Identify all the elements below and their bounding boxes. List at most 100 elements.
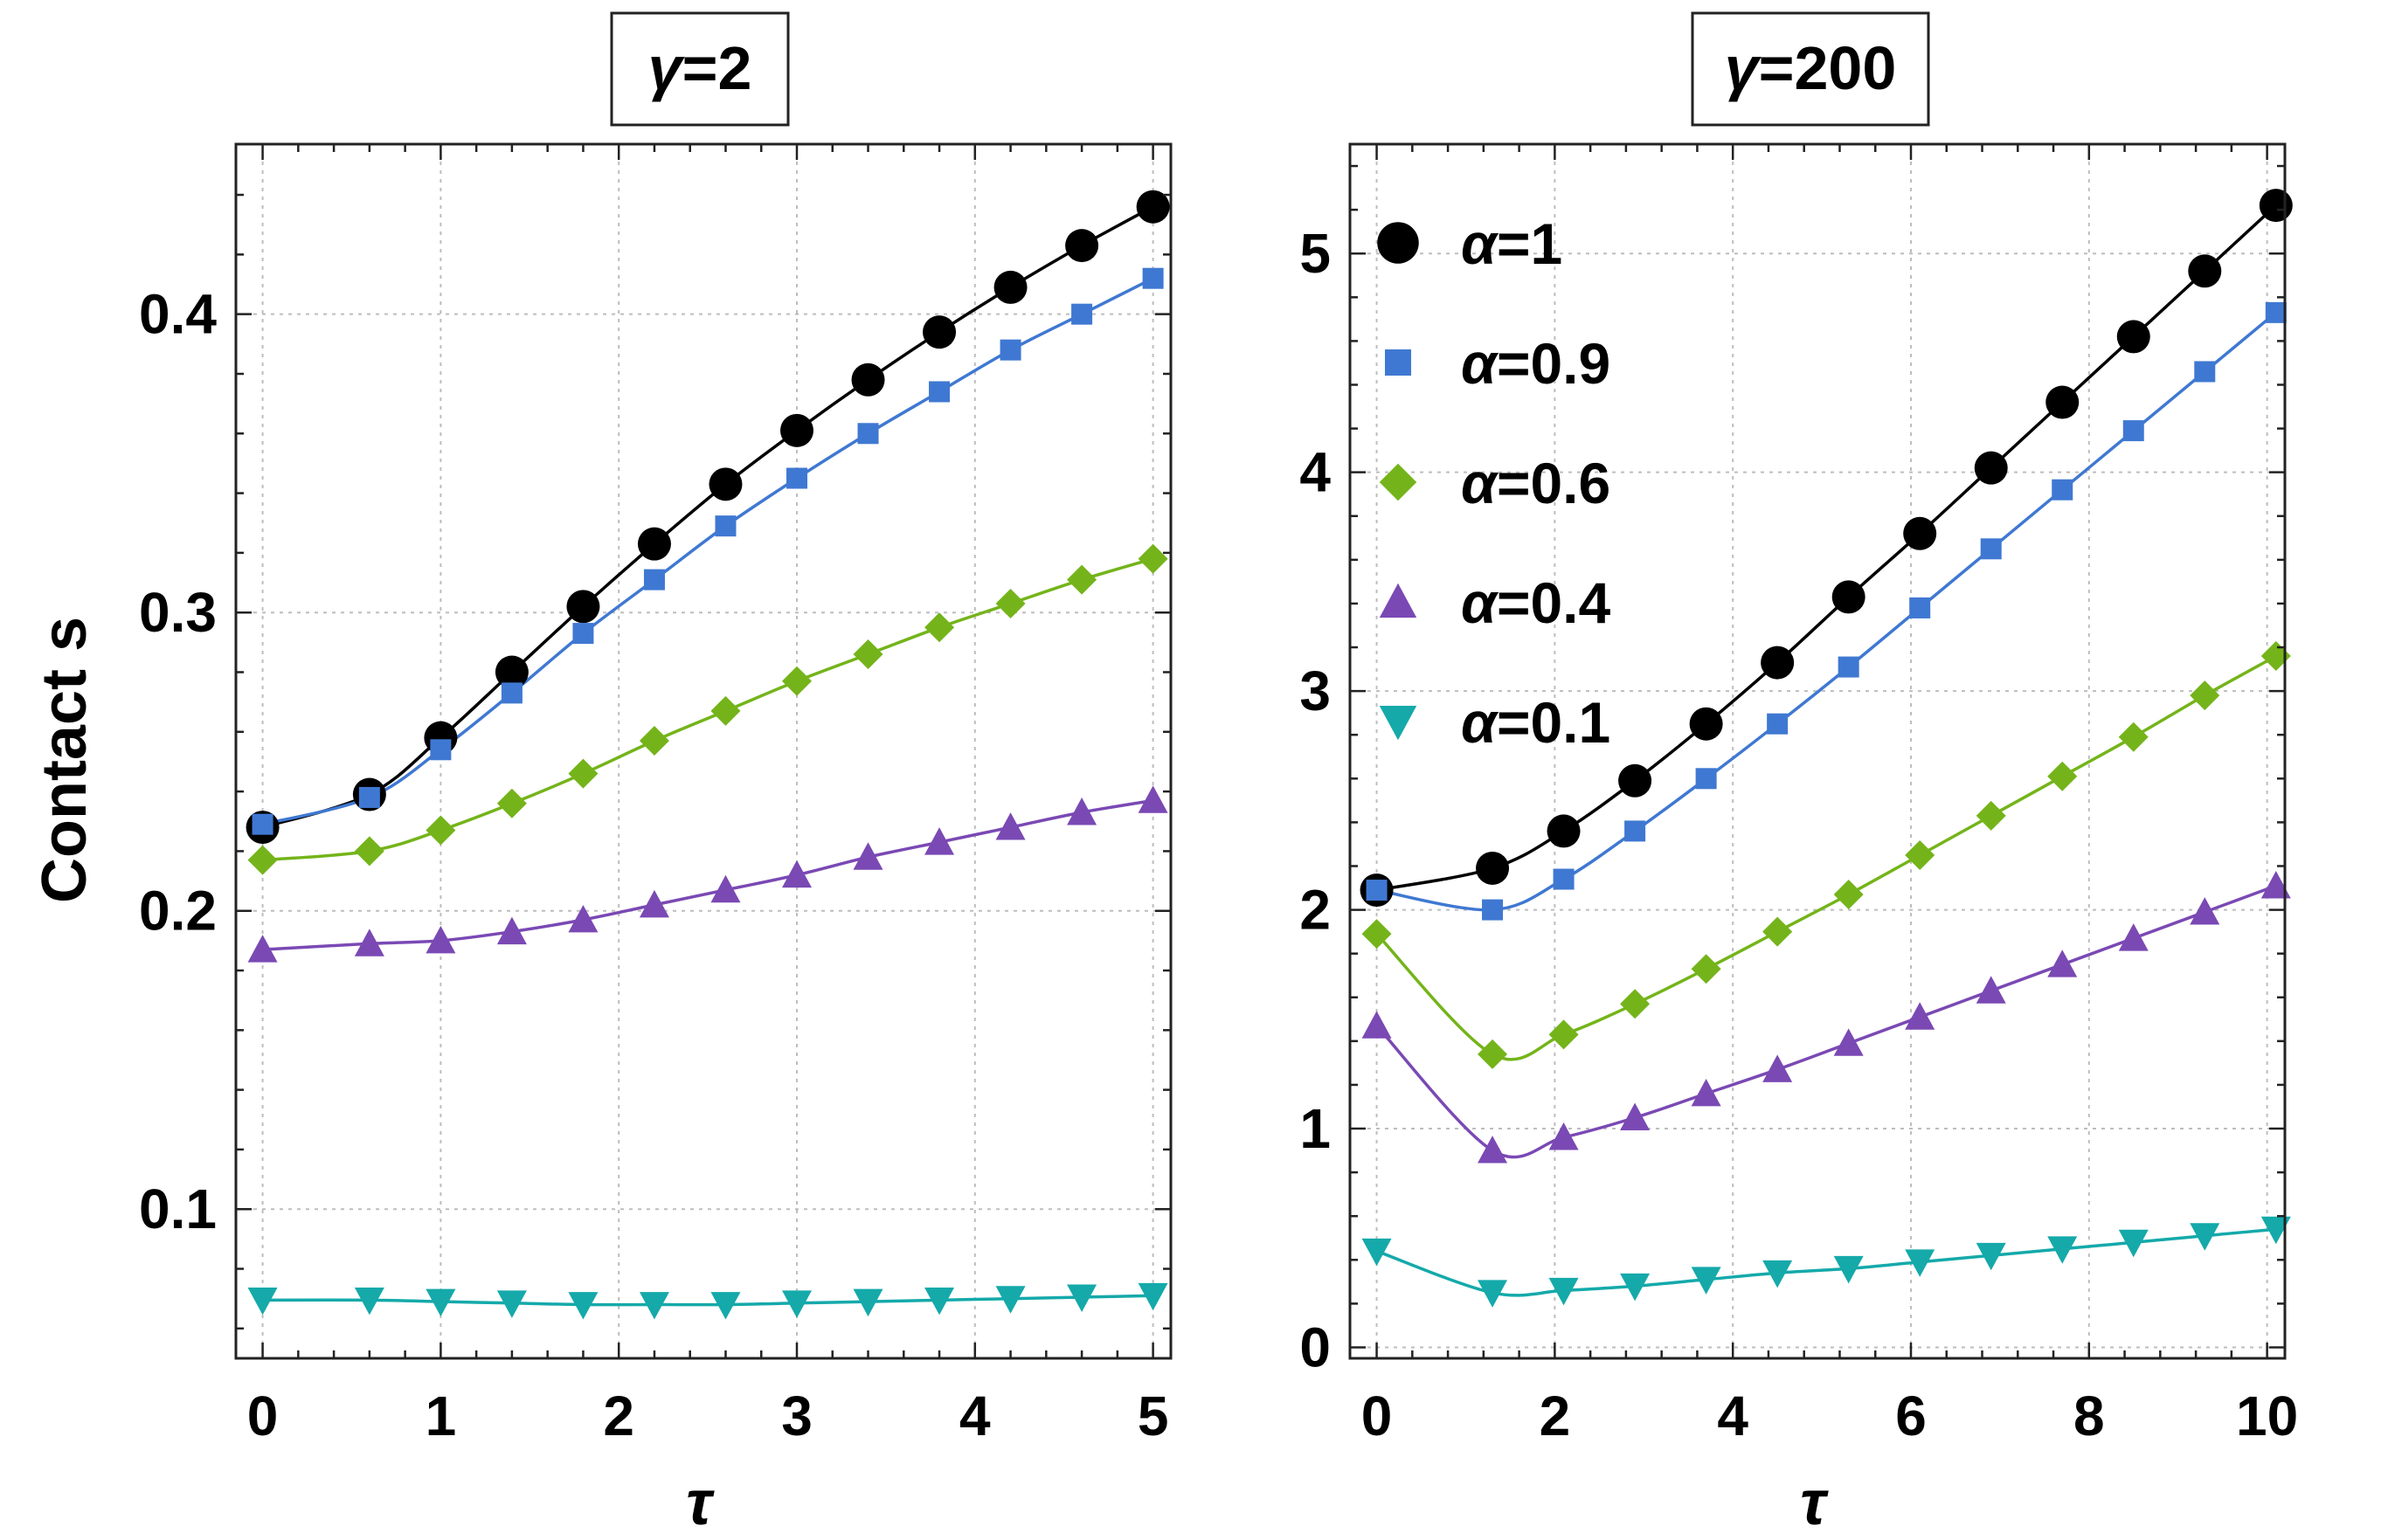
x-tick-label: 3 bbox=[781, 1385, 813, 1447]
marker-alpha-0p1 bbox=[1067, 1284, 1097, 1312]
marker-alpha-0p1 bbox=[1478, 1280, 1508, 1308]
marker-alpha-0p6 bbox=[1067, 564, 1097, 595]
y-axis-label: Contact s bbox=[30, 617, 100, 903]
panel-title-box bbox=[1691, 11, 1930, 127]
marker-alpha-0p6 bbox=[853, 639, 883, 670]
marker-alpha-0p6 bbox=[639, 726, 669, 756]
marker-alpha-0p9 bbox=[1366, 880, 1388, 901]
marker-alpha-0p4 bbox=[2118, 923, 2149, 951]
marker-alpha-0p9 bbox=[929, 381, 951, 403]
x-tick-label: 2 bbox=[603, 1385, 634, 1447]
marker-alpha-0p6 bbox=[2047, 761, 2078, 791]
marker-alpha-0p1 bbox=[853, 1288, 883, 1317]
panel-title: γ=200 bbox=[1725, 34, 1897, 102]
marker-alpha-0p4 bbox=[1361, 1011, 1392, 1039]
y-tick-label: 0.2 bbox=[139, 880, 217, 943]
marker-alpha-0p9 bbox=[2122, 420, 2144, 442]
x-tick-label: 4 bbox=[1717, 1385, 1748, 1447]
y-tick-label: 2 bbox=[1299, 879, 1331, 942]
marker-alpha-1 bbox=[1065, 229, 1099, 263]
legend-marker-alpha-1 bbox=[1377, 222, 1419, 264]
marker-alpha-0p6 bbox=[1833, 880, 1864, 910]
marker-alpha-1 bbox=[566, 590, 600, 624]
marker-alpha-0p1 bbox=[1833, 1255, 1864, 1284]
marker-alpha-1 bbox=[637, 527, 671, 561]
legend-label-alpha-0p4: α=0.4 bbox=[1461, 570, 1611, 635]
legend-label-alpha-1: α=1 bbox=[1461, 211, 1562, 276]
panel-title: γ=2 bbox=[648, 34, 752, 102]
marker-alpha-0p4 bbox=[924, 827, 955, 855]
marker-alpha-0p1 bbox=[2190, 1223, 2220, 1251]
x-tick-label: 5 bbox=[1138, 1385, 1169, 1447]
x-tick-label: 2 bbox=[1540, 1385, 1571, 1447]
panel-gamma-200: γ=200 0 2 4 6 8 10 0 1 2 3 4 5 τ α=1 α=0.9 α=0.6 α=0.4… bbox=[1299, 11, 2298, 1538]
marker-alpha-1 bbox=[709, 467, 743, 501]
marker-alpha-1 bbox=[1903, 516, 1937, 550]
y-tick-label: 0 bbox=[1299, 1316, 1331, 1378]
marker-alpha-1 bbox=[1689, 707, 1723, 741]
y-tick-label: 0.1 bbox=[139, 1177, 217, 1240]
marker-alpha-0p9 bbox=[358, 786, 380, 808]
marker-alpha-0p1 bbox=[2118, 1229, 2149, 1258]
marker-alpha-0p6 bbox=[1478, 1039, 1508, 1069]
y-tick-label: 4 bbox=[1299, 441, 1331, 504]
legend: α=1 α=0.9 α=0.6 α=0.4 α=0.1 bbox=[1377, 211, 1611, 755]
axis-ticks bbox=[236, 144, 1171, 1358]
x-tick-label: 6 bbox=[1895, 1385, 1927, 1447]
marker-alpha-0p6 bbox=[2118, 722, 2149, 752]
legend-label-alpha-0p1: α=0.1 bbox=[1461, 690, 1610, 755]
marker-alpha-1 bbox=[1547, 814, 1581, 848]
marker-alpha-0p4 bbox=[1478, 1136, 1508, 1164]
marker-alpha-0p4 bbox=[496, 916, 527, 945]
marker-alpha-0p4 bbox=[1833, 1028, 1864, 1056]
marker-alpha-0p4 bbox=[1548, 1122, 1579, 1150]
marker-alpha-0p4 bbox=[568, 904, 599, 933]
marker-alpha-0p4 bbox=[2260, 871, 2291, 899]
legend-marker-alpha-0p9 bbox=[1385, 349, 1411, 376]
tick-labels: 0 2 4 6 8 10 0 1 2 3 4 5 bbox=[1299, 222, 2298, 1447]
marker-alpha-0p1 bbox=[1905, 1249, 1935, 1277]
marker-alpha-0p6 bbox=[496, 788, 527, 818]
legend-marker-alpha-0p1 bbox=[1379, 705, 1417, 741]
marker-alpha-0p6 bbox=[710, 695, 741, 726]
x-axis-label: τ bbox=[1800, 1468, 1829, 1538]
legend-marker-alpha-0p4 bbox=[1379, 583, 1417, 618]
x-tick-label: 4 bbox=[959, 1385, 991, 1447]
marker-alpha-0p9 bbox=[715, 515, 737, 537]
marker-alpha-0p4 bbox=[247, 935, 278, 963]
marker-alpha-0p6 bbox=[1691, 954, 1721, 984]
marker-alpha-0p1 bbox=[568, 1292, 599, 1320]
series-markers bbox=[1360, 189, 2293, 1308]
marker-alpha-0p1 bbox=[2260, 1216, 2291, 1245]
marker-alpha-0p6 bbox=[2260, 641, 2291, 672]
marker-alpha-0p9 bbox=[1482, 899, 1504, 921]
x-axis-label: τ bbox=[686, 1468, 715, 1538]
marker-alpha-0p4 bbox=[1067, 798, 1097, 825]
marker-alpha-0p9 bbox=[786, 467, 807, 489]
marker-alpha-0p1 bbox=[247, 1287, 278, 1316]
x-tick-label: 10 bbox=[2236, 1385, 2298, 1447]
marker-alpha-0p1 bbox=[1138, 1282, 1168, 1311]
marker-alpha-0p4 bbox=[710, 874, 741, 903]
marker-alpha-0p1 bbox=[426, 1288, 456, 1317]
marker-alpha-0p4 bbox=[639, 889, 669, 918]
marker-alpha-0p6 bbox=[924, 612, 955, 643]
marker-alpha-0p1 bbox=[496, 1290, 527, 1318]
marker-alpha-0p9 bbox=[857, 423, 879, 445]
marker-alpha-0p6 bbox=[354, 836, 384, 867]
marker-alpha-0p4 bbox=[995, 812, 1026, 840]
marker-alpha-0p9 bbox=[1142, 267, 1164, 289]
marker-alpha-0p9 bbox=[1553, 868, 1575, 890]
marker-alpha-1 bbox=[993, 270, 1028, 304]
plot-frame bbox=[234, 142, 1173, 1360]
series-markers bbox=[246, 190, 1170, 1320]
marker-alpha-0p6 bbox=[426, 815, 456, 846]
panel-title-box bbox=[610, 11, 790, 127]
marker-alpha-0p9 bbox=[2265, 301, 2287, 323]
marker-alpha-0p1 bbox=[1762, 1260, 1793, 1288]
marker-alpha-1 bbox=[1618, 763, 1652, 798]
legend-label-alpha-0p9: α=0.9 bbox=[1461, 331, 1610, 396]
marker-alpha-0p6 bbox=[1138, 543, 1168, 574]
marker-alpha-0p1 bbox=[2047, 1236, 2078, 1264]
